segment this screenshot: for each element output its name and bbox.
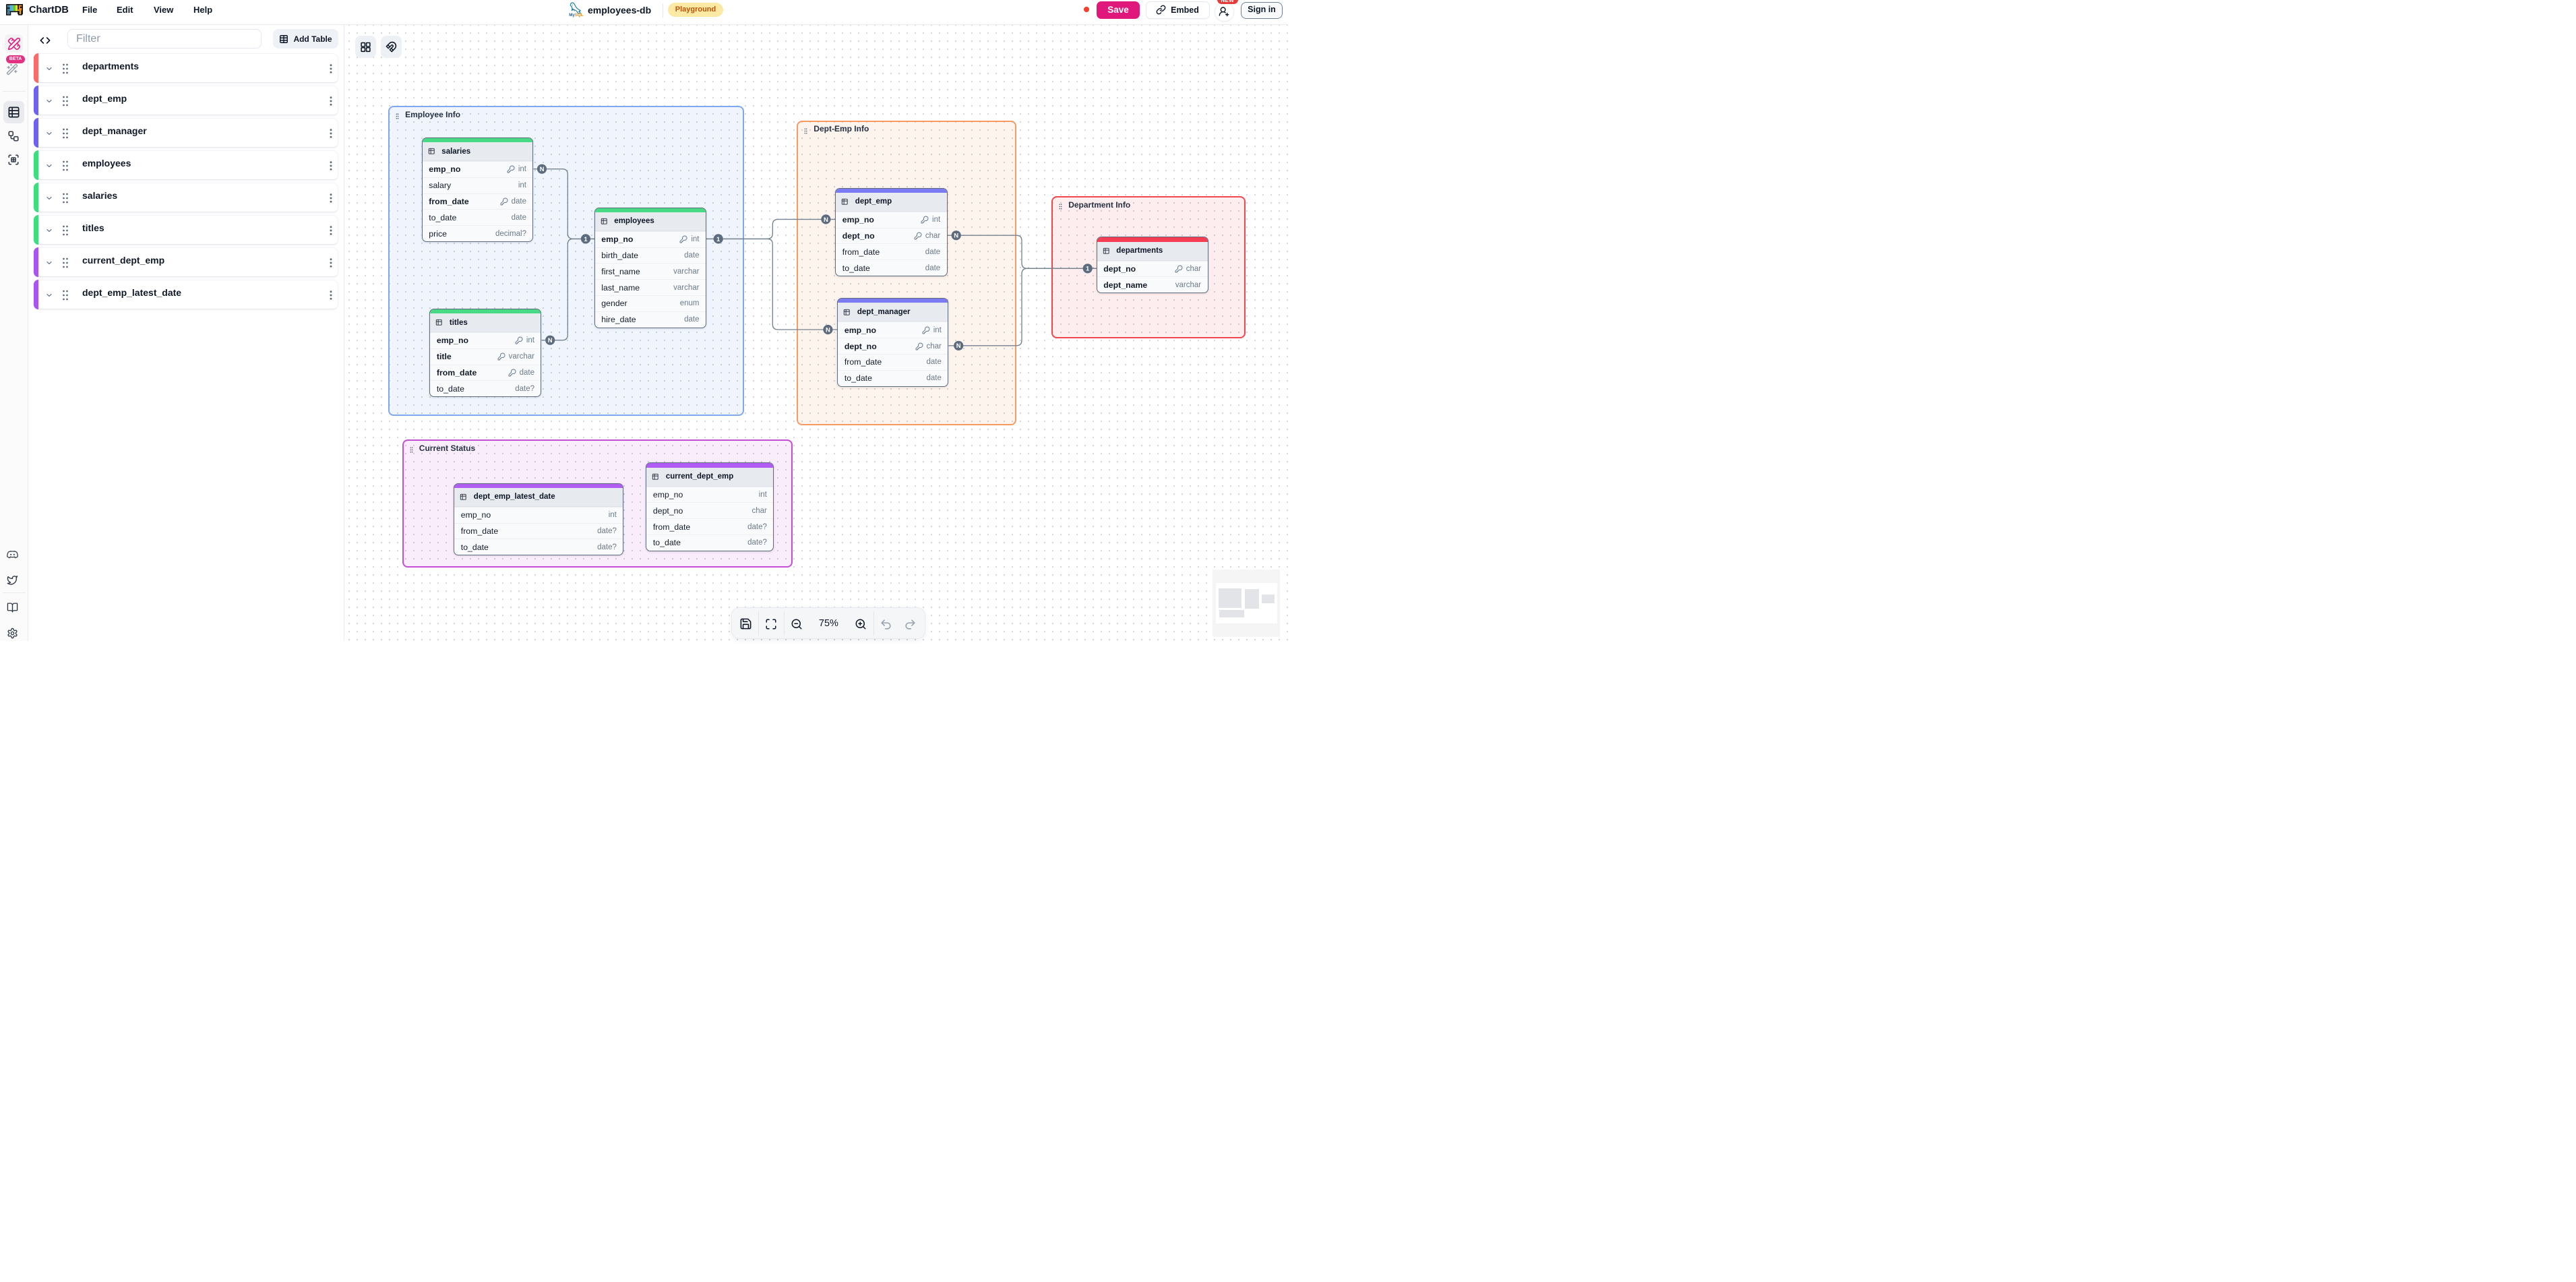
svg-text:N: N [826, 326, 830, 334]
svg-text:N: N [824, 216, 828, 224]
svg-text:N: N [540, 166, 545, 173]
svg-text:N: N [548, 337, 553, 344]
svg-text:N: N [954, 233, 958, 240]
svg-text:1: 1 [584, 236, 588, 243]
svg-text:1: 1 [1086, 266, 1090, 273]
svg-text:1: 1 [716, 236, 720, 243]
svg-text:N: N [956, 342, 961, 350]
svg-text:MySQL: MySQL [569, 13, 584, 18]
